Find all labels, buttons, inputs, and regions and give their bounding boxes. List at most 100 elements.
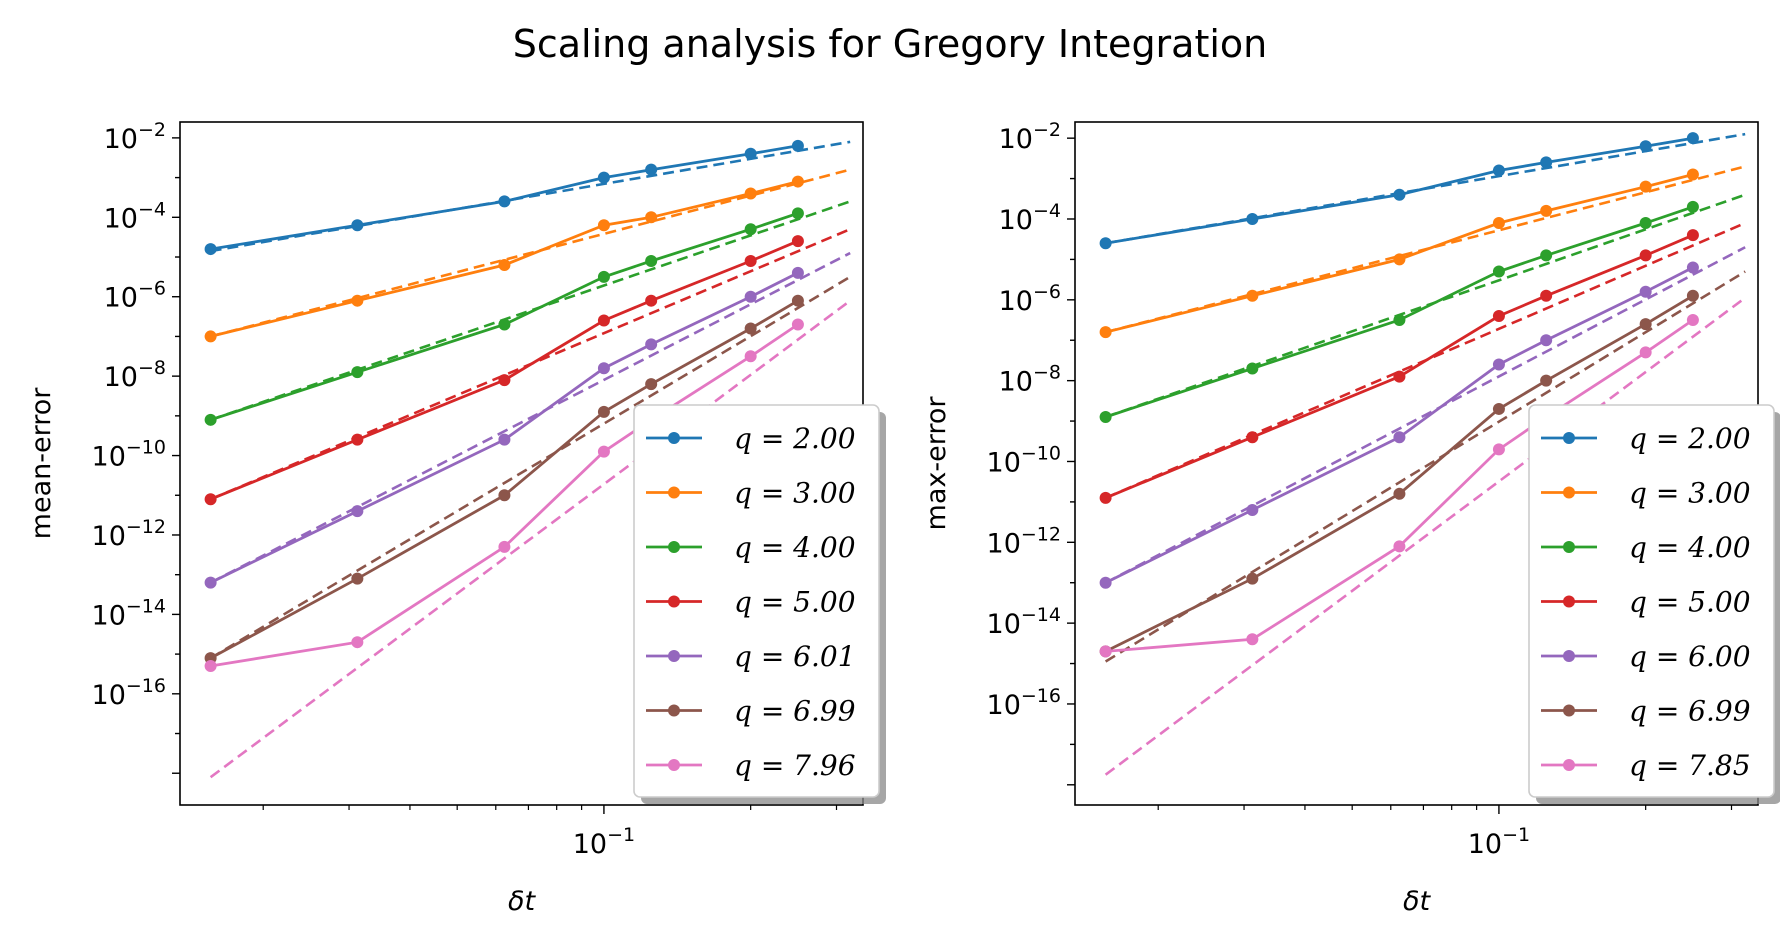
y-tick-label-exp: −12 [1021,523,1061,545]
legend-label: q = 7.85 [1629,749,1751,782]
data-point [204,493,217,506]
data-point [1686,200,1699,213]
legend-entry: q = 6.99 [1541,695,1751,728]
data-point [1492,402,1505,415]
data-point [1686,132,1699,145]
legend-box [633,404,880,798]
fit-line [210,251,851,584]
data-point [1639,249,1652,262]
x-axis-ticks: 10−1 [1157,805,1733,860]
x-axis-label: δt [508,886,537,917]
data-point [791,207,804,220]
data-point [1540,374,1553,387]
legend-label: q = 3.00 [734,477,856,510]
y-tick-label-exp: −12 [126,516,166,538]
fit-line [210,168,851,338]
data-point [744,223,757,236]
data-point [1099,576,1112,589]
plot-area [204,139,851,779]
subplot-1: 10−1610−1410−1210−1010−810−610−410−210−1… [26,119,886,917]
x-tick-label-exp: −1 [607,824,635,846]
series-7 [204,299,851,779]
data-point [744,254,757,267]
legend: q = 2.00 q = 3.00 q = 4.00 q = 5.00 q = 6.01… [633,404,886,804]
legend-marker [668,704,680,717]
y-tick-label: 10−12 [987,523,1061,559]
x-tick-label-exp: −1 [1502,824,1530,846]
data-point [498,258,511,271]
data-point [1393,314,1406,327]
data-point [597,362,610,375]
legend-box [1528,404,1775,798]
data-point [1492,265,1505,278]
y-tick-label: 10−16 [92,675,166,711]
data-point [1540,334,1553,347]
data-point [1639,180,1652,193]
series-3 [1099,193,1746,424]
data-point [1099,411,1112,424]
data-point [351,433,364,446]
legend-label: q = 2.00 [1629,422,1751,455]
y-tick-label-exp: −14 [126,595,166,617]
y-tick-label-exp: −6 [138,278,166,300]
data-point [645,211,658,224]
series-1 [204,139,851,256]
data-point [1540,204,1553,217]
y-tick-label-exp: −16 [1021,685,1061,707]
data-point [645,378,658,391]
data-point [1393,540,1406,553]
y-tick-label-base: 10 [987,528,1021,559]
legend-marker [668,759,680,771]
legend-entry: q = 5.00 [646,586,856,619]
data-point [1639,285,1652,298]
y-tick-label-base: 10 [999,367,1033,398]
series-2 [204,168,851,343]
y-tick-label: 10−8 [104,357,166,393]
data-point [498,195,511,208]
legend-marker [1563,704,1575,717]
data-point [791,139,804,152]
y-tick-label: 10−4 [999,200,1061,236]
y-tick-label-base: 10 [92,600,126,631]
data-point [204,576,217,589]
data-point [597,171,610,184]
y-tick-label-base: 10 [92,521,126,552]
legend-marker [1563,650,1575,662]
data-point [351,294,364,307]
y-tick-label: 10−16 [987,685,1061,721]
x-axis-label: δt [1403,886,1432,917]
data-point [351,505,364,518]
y-axis-label: max-error [921,396,952,531]
data-point [204,413,217,426]
data-point [498,540,511,553]
legend-label: q = 6.01 [734,640,856,673]
y-tick-label-exp: −10 [126,437,166,459]
fit-line [1105,193,1746,419]
fit-line [1105,246,1746,584]
y-tick-label-exp: −10 [1021,442,1061,464]
x-axis-ticks: 10−1 [262,805,838,860]
legend-label: q = 3.00 [1629,477,1751,510]
data-point [597,405,610,418]
series-5 [1099,246,1746,589]
data-point [204,330,217,343]
legend-entry: q = 6.99 [646,695,856,728]
y-tick-label-base: 10 [92,442,126,473]
legend-entry: q = 7.96 [646,749,856,782]
legend-marker [668,541,680,553]
data-point [791,294,804,307]
data-point [1492,217,1505,230]
x-tick-label-base: 10 [1468,829,1502,860]
data-point [351,366,364,379]
y-tick-label-base: 10 [999,205,1033,236]
y-tick-label: 10−12 [92,516,166,552]
fit-line [210,200,851,422]
data-point [1393,188,1406,201]
data-point [744,187,757,200]
data-point [1246,572,1259,585]
data-point [1686,229,1699,242]
data-point [1246,503,1259,516]
data-point [1246,212,1259,225]
